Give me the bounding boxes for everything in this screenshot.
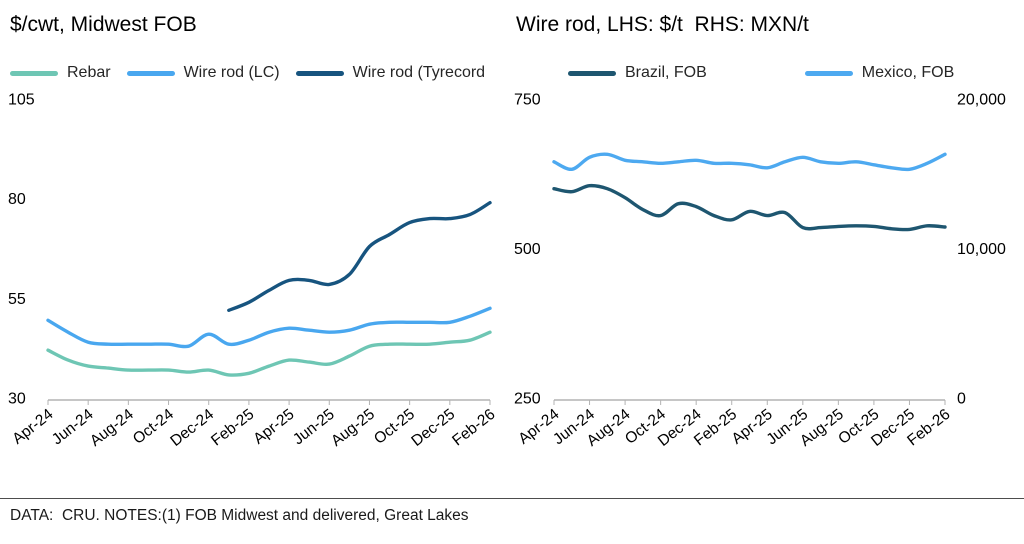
right-chart: Wire rod, LHS: $/t RHS: MXN/t Brazil, FO… [512,8,1017,478]
legend-label: Rebar [67,64,111,81]
x-axis-tick-label: Jun-24 [49,406,97,449]
x-axis-tick-label: Apr-25 [250,406,297,448]
legend-label: Brazil, FOB [625,64,707,81]
x-axis-tick-label: Dec-24 [167,406,217,450]
x-axis-tick-label: Apr-24 [9,406,56,448]
legend-item: Mexico, FOB [804,64,955,82]
x-axis-tick-label: Oct-25 [371,406,418,448]
footer-divider [0,498,1024,499]
y-axis-tick-label-left: 250 [514,391,541,408]
legend-swatch [804,70,853,76]
legend-swatch [126,70,175,76]
left-chart-legend: Rebar Wire rod (LC) Wire rod (Tyrecord [6,60,511,86]
series-line-brazil-fob [552,183,947,232]
legend-item: Brazil, FOB [568,64,707,82]
left-chart: $/cwt, Midwest FOB Rebar Wire rod (LC) Wir… [6,8,511,478]
x-axis-tick-label: Jun-25 [290,406,338,449]
y-axis-tick-label-left: 80 [8,191,26,208]
legend-item: Wire rod (LC) [126,64,280,82]
legend-swatch [295,70,344,76]
right-chart-plot: 250500750010,00020,000Apr-24Jun-24Aug-24… [514,92,1006,450]
y-axis-tick-label-right: 20,000 [957,92,1006,109]
y-axis-tick-label-left: 500 [514,241,541,258]
left-chart-plot: 305580105Apr-24Jun-24Aug-24Oct-24Dec-24F… [8,92,498,450]
x-axis-tick-label: Feb-25 [208,406,257,450]
series-line-mexico-fob [552,152,947,172]
legend-item: Wire rod (Tyrecord [295,64,486,82]
legend-item: Rebar [10,64,111,82]
x-axis-tick-label: Aug-24 [87,406,137,450]
y-axis-tick-label-left: 750 [514,92,541,109]
legend-label: Wire rod (LC) [183,64,280,81]
legend-label: Mexico, FOB [861,64,955,81]
series-line-wire-rod-lc [46,306,492,349]
y-axis-tick-label-right: 10,000 [957,241,1006,258]
y-axis-tick-label-left: 105 [8,92,35,109]
series-line-rebar [46,330,492,377]
footer-source-note: DATA: CRU. NOTES:(1) FOB Midwest and del… [10,507,469,524]
x-axis-tick-label: Feb-26 [449,406,498,450]
legend-swatch [10,70,58,76]
y-axis-tick-label-right: 0 [957,391,966,408]
legend-swatch [568,70,616,76]
right-chart-legend: Brazil, FOB Mexico, FOB [512,60,1017,86]
right-chart-title: Wire rod, LHS: $/t RHS: MXN/t [516,13,809,36]
y-axis-tick-label-left: 30 [8,391,26,408]
legend-label: Wire rod (Tyrecord [352,64,486,81]
y-axis-tick-label-left: 55 [8,291,26,308]
x-axis-tick-label: Aug-25 [328,406,378,450]
series-line-wire-rod-tyrecord [227,201,492,312]
left-chart-title: $/cwt, Midwest FOB [10,13,197,36]
x-axis-tick-label: Dec-25 [408,406,458,450]
